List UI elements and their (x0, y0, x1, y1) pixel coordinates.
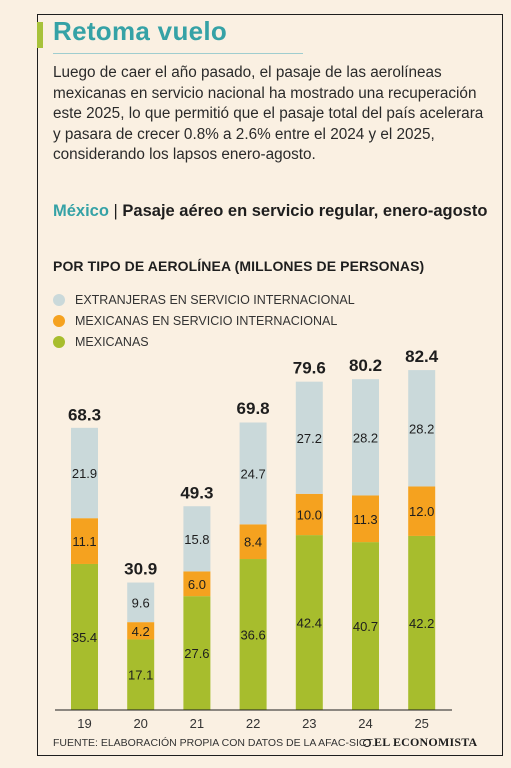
total-value-label-22: 69.8 (237, 399, 270, 418)
segment-value-label-mexicanas-20: 17.1 (128, 668, 153, 683)
total-value-label-20: 30.9 (124, 560, 157, 579)
segment-value-label-mexicanas-internacional-19: 11.1 (72, 534, 96, 549)
segment-value-label-mexicanas-22: 36.6 (240, 628, 265, 643)
segment-value-label-extranjeras-23: 27.2 (297, 431, 322, 446)
segment-value-label-mexicanas-19: 35.4 (72, 630, 97, 645)
bar-segment-extranjeras-20 (127, 582, 155, 623)
bar-segment-mexicanas-internacional-22 (239, 524, 267, 560)
legend-label-mexicanas: MEXICANAS (75, 334, 149, 349)
segment-value-label-mexicanas-24: 40.7 (353, 619, 378, 634)
x-tick-label-22: 22 (246, 716, 260, 731)
bar-segment-mexicanas-24 (352, 542, 379, 710)
bar-segment-mexicanas-22 (239, 559, 267, 710)
segment-value-label-extranjeras-20: 9.6 (132, 595, 150, 610)
segment-value-label-mexicanas-internacional-22: 8.4 (244, 535, 262, 550)
logo-mark-icon (363, 739, 371, 748)
total-value-label-19: 68.3 (68, 405, 101, 424)
legend-swatch-mexicanas-internacional (53, 314, 65, 327)
bar-segment-mexicanas-21 (183, 596, 211, 710)
x-tick-label-20: 20 (133, 716, 147, 731)
total-value-label-25: 82.4 (405, 347, 439, 366)
x-tick-label-25: 25 (414, 716, 428, 731)
segment-value-label-extranjeras-25: 28.2 (409, 421, 434, 436)
subtitle-country: México (53, 202, 109, 220)
legend-label-mexicanas-internacional: MEXICANAS EN SERVICIO INTERNACIONAL (75, 313, 338, 328)
bar-segment-extranjeras-19 (71, 427, 98, 519)
chart-legend: EXTRANJERAS EN SERVICIO INTERNACIONAL ME… (53, 289, 355, 352)
x-tick-label-24: 24 (358, 716, 372, 731)
x-tick-label-21: 21 (190, 716, 204, 731)
segment-value-label-mexicanas-internacional-20: 4.2 (132, 624, 150, 639)
bar-segment-mexicanas-internacional-19 (71, 518, 98, 564)
source-note: FUENTE: ELABORACIÓN PROPIA CON DATOS DE … (53, 737, 375, 749)
bar-segment-mexicanas-20 (127, 639, 155, 710)
title-accent-bar (37, 22, 43, 48)
bar-segment-mexicanas-internacional-21 (183, 571, 211, 597)
segment-value-label-mexicanas-internacional-21: 6.0 (188, 577, 206, 592)
segment-value-label-extranjeras-24: 28.2 (353, 430, 378, 445)
total-value-label-21: 49.3 (180, 484, 213, 503)
graphic-frame (37, 14, 503, 756)
bar-segment-mexicanas-23 (295, 535, 323, 710)
chart-subtitle: México | Pasaje aéreo en servicio regula… (53, 201, 493, 222)
segment-value-label-mexicanas-21: 27.6 (184, 646, 209, 661)
bar-segment-extranjeras-25 (408, 370, 436, 487)
bar-segment-extranjeras-23 (295, 381, 323, 494)
bar-segment-extranjeras-22 (239, 422, 267, 525)
legend-swatch-extranjeras (53, 293, 65, 306)
segment-value-label-mexicanas-internacional-25: 12.0 (409, 504, 434, 519)
chart-title: POR TIPO DE AEROLÍNEA (MILLONES DE PERSO… (53, 258, 425, 274)
logo-text: EL ECONOMISTA (374, 735, 478, 749)
bar-segment-mexicanas-internacional-20 (127, 622, 155, 640)
page-title: Retoma vuelo (53, 16, 228, 46)
segment-value-label-extranjeras-22: 24.7 (240, 466, 265, 481)
x-tick-label-23: 23 (302, 716, 316, 731)
publisher-logo: EL ECONOMISTA (363, 735, 477, 750)
legend-item-extranjeras: EXTRANJERAS EN SERVICIO INTERNACIONAL (53, 289, 355, 310)
total-value-label-23: 79.6 (293, 359, 326, 378)
segment-value-label-mexicanas-internacional-24: 11.3 (353, 512, 377, 527)
legend-swatch-mexicanas (53, 335, 65, 348)
total-value-label-24: 80.2 (349, 356, 382, 375)
bar-segment-mexicanas-25 (408, 535, 436, 710)
legend-label-extranjeras: EXTRANJERAS EN SERVICIO INTERNACIONAL (75, 292, 355, 307)
segment-value-label-extranjeras-19: 21.9 (72, 466, 97, 481)
legend-item-mexicanas: MEXICANAS (53, 331, 355, 352)
bar-segment-extranjeras-24 (352, 379, 379, 496)
segment-value-label-mexicanas-23: 42.4 (297, 616, 322, 631)
segment-value-label-mexicanas-25: 42.2 (409, 616, 434, 631)
segment-value-label-extranjeras-21: 15.8 (184, 532, 209, 547)
intro-text: Luego de caer el año pasado, el pasaje d… (53, 64, 484, 163)
legend-item-mexicanas-internacional: MEXICANAS EN SERVICIO INTERNACIONAL (53, 310, 355, 331)
segment-value-label-mexicanas-internacional-23: 10.0 (297, 507, 322, 522)
bar-segment-mexicanas-internacional-24 (352, 495, 379, 543)
x-tick-label-19: 19 (77, 716, 91, 731)
bar-segment-mexicanas-19 (71, 563, 98, 710)
subtitle-text: Pasaje aéreo en servicio regular, enero-… (122, 202, 488, 220)
bar-segment-extranjeras-21 (183, 506, 211, 572)
bar-segment-mexicanas-internacional-23 (295, 493, 323, 536)
bar-segment-mexicanas-internacional-25 (408, 486, 436, 536)
subtitle-separator: | (113, 202, 118, 220)
title-underline (53, 53, 303, 54)
